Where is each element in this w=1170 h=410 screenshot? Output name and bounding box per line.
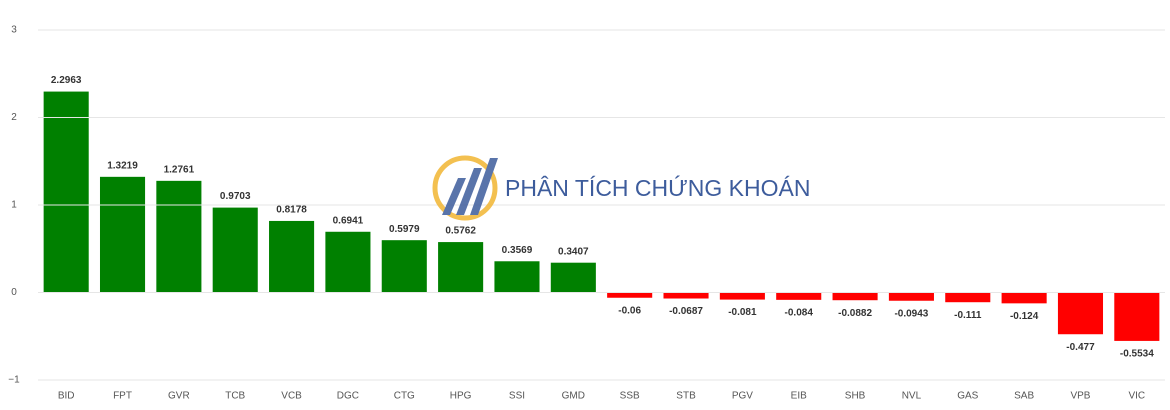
x-tick-label: VIC bbox=[1128, 391, 1145, 402]
bar bbox=[1001, 292, 1047, 304]
value-label: 1.3219 bbox=[107, 160, 138, 171]
bar bbox=[43, 91, 89, 293]
y-tick-label: −1 bbox=[8, 375, 20, 386]
x-tick-label: SAB bbox=[1014, 391, 1034, 402]
x-tick-label: VCB bbox=[281, 391, 302, 402]
y-tick-label: 0 bbox=[11, 287, 17, 298]
y-tick-label: 1 bbox=[11, 200, 17, 211]
bar bbox=[212, 207, 258, 293]
value-label: -0.0687 bbox=[669, 306, 703, 317]
value-label: -0.477 bbox=[1066, 342, 1095, 353]
x-tick-label: BID bbox=[58, 391, 75, 402]
x-tick-label: CTG bbox=[394, 391, 415, 402]
bar bbox=[494, 261, 540, 293]
bar bbox=[325, 231, 371, 293]
value-label: -0.084 bbox=[785, 307, 814, 318]
value-label: 0.5979 bbox=[389, 224, 420, 235]
bar bbox=[550, 262, 596, 293]
bar bbox=[607, 292, 653, 298]
x-tick-label: VPB bbox=[1070, 391, 1090, 402]
value-label: -0.111 bbox=[954, 310, 982, 321]
value-label: 0.3407 bbox=[558, 246, 589, 257]
value-label: -0.0943 bbox=[894, 308, 928, 319]
y-tick-label: 3 bbox=[11, 25, 17, 36]
y-tick-label: 2 bbox=[11, 112, 17, 123]
x-tick-label: SSI bbox=[509, 391, 525, 402]
bar bbox=[888, 292, 934, 301]
x-tick-label: STB bbox=[676, 391, 696, 402]
value-label: 0.3569 bbox=[502, 245, 533, 256]
value-label: -0.06 bbox=[618, 305, 641, 316]
value-label: 0.9703 bbox=[220, 191, 251, 202]
value-label: 0.8178 bbox=[276, 205, 307, 216]
bar bbox=[663, 292, 709, 299]
bar bbox=[1057, 292, 1104, 335]
value-label: 2.2963 bbox=[51, 75, 82, 86]
x-tick-label: GMD bbox=[562, 391, 585, 402]
x-tick-label: NVL bbox=[902, 391, 922, 402]
x-tick-label: FPT bbox=[113, 391, 132, 402]
bar bbox=[99, 176, 146, 293]
watermark: PHÂN TÍCH CHỨNG KHOÁN bbox=[505, 175, 810, 201]
bar bbox=[719, 292, 765, 300]
x-tick-label: GVR bbox=[168, 391, 190, 402]
bar bbox=[156, 180, 202, 293]
bar bbox=[776, 292, 822, 300]
value-label: 0.5762 bbox=[445, 226, 476, 237]
bar bbox=[832, 292, 878, 301]
value-label: 1.2761 bbox=[164, 164, 195, 175]
value-label: 0.6941 bbox=[333, 215, 364, 226]
value-label: -0.5534 bbox=[1120, 349, 1154, 360]
watermark-logo bbox=[432, 155, 498, 221]
value-label: -0.0882 bbox=[838, 308, 872, 319]
value-label: -0.124 bbox=[1010, 311, 1039, 322]
bar bbox=[438, 242, 484, 293]
x-tick-label: HPG bbox=[450, 391, 472, 402]
x-tick-label: SSB bbox=[620, 391, 640, 402]
x-tick-label: SHB bbox=[845, 391, 866, 402]
bar bbox=[269, 220, 315, 293]
bar bbox=[381, 240, 427, 293]
bar bbox=[945, 292, 991, 303]
x-tick-label: PGV bbox=[732, 391, 753, 402]
value-label: -0.081 bbox=[728, 307, 757, 318]
x-tick-label: TCB bbox=[225, 391, 245, 402]
x-tick-label: EIB bbox=[791, 391, 807, 402]
x-tick-label: DGC bbox=[337, 391, 359, 402]
bar bbox=[1114, 292, 1160, 341]
x-tick-label: GAS bbox=[957, 391, 978, 402]
